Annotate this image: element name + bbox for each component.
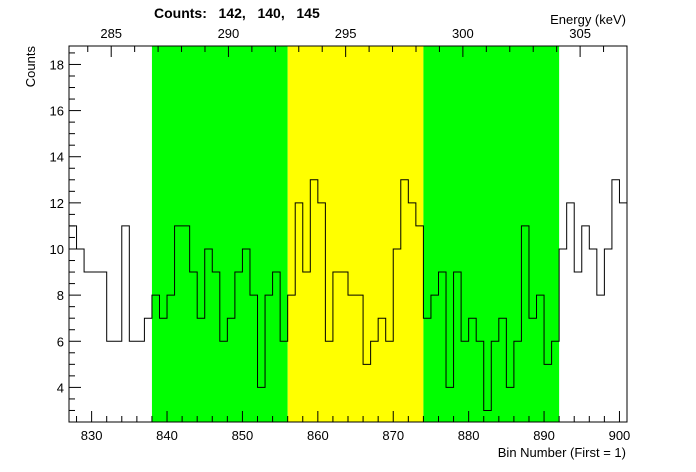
axis-ticks [69, 46, 628, 422]
y-tick-label: 8 [57, 288, 64, 303]
counts-title: Counts: 142, 140, 145 [154, 5, 320, 21]
y-axis-title: Counts [23, 46, 38, 88]
top-tick-label: 295 [335, 26, 357, 41]
top-tick-label: 285 [100, 26, 122, 41]
x-tick-label: 870 [382, 428, 404, 443]
region-band-1 [151, 46, 288, 422]
region-band-2 [287, 46, 424, 422]
y-tick-label: 14 [50, 150, 64, 165]
axis-tick-labels: 830 840 850 860 870 880 890 900 4 6 8 10 12 14 16 18 285… [50, 26, 631, 443]
y-tick-label: 10 [50, 242, 64, 257]
x-tick-label: 850 [232, 428, 254, 443]
x-tick-label: 830 [81, 428, 103, 443]
y-tick-label: 6 [57, 334, 64, 349]
x-tick-label: 900 [609, 428, 631, 443]
x-tick-label: 860 [307, 428, 329, 443]
top-tick-label: 300 [452, 26, 474, 41]
x-tick-label: 890 [533, 428, 555, 443]
top-tick-label: 290 [218, 26, 240, 41]
x-axis-title: Bin Number (First = 1) [498, 445, 626, 460]
x-tick-label: 880 [458, 428, 480, 443]
histogram-line [69, 179, 627, 411]
y-tick-label: 18 [50, 57, 64, 72]
x-tick-label: 840 [156, 428, 178, 443]
y-tick-label: 12 [50, 196, 64, 211]
energy-axis-title: Energy (keV) [550, 12, 626, 27]
y-tick-label: 4 [57, 380, 64, 395]
top-tick-label: 305 [569, 26, 591, 41]
y-tick-label: 16 [50, 104, 64, 119]
region-bands [151, 46, 560, 422]
